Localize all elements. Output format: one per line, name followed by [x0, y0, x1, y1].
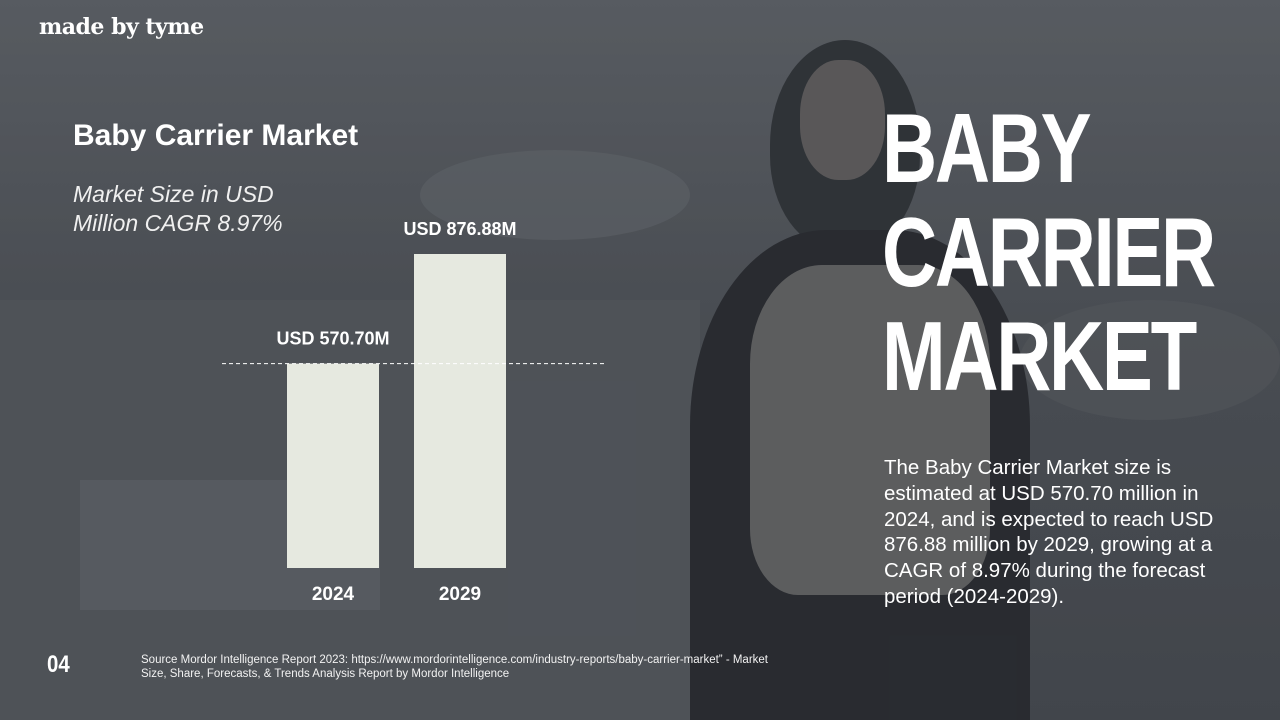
- x-tick-2029: 2029: [439, 584, 481, 605]
- market-description: The Baby Carrier Market size is estimate…: [884, 456, 1214, 608]
- x-tick-2024: 2024: [312, 584, 355, 605]
- headline-line-1: BABY: [882, 93, 1092, 203]
- data-label-2024: USD 570.70M: [276, 329, 389, 349]
- data-label-2029: USD 876.88M: [403, 219, 516, 239]
- source-citation: Source Mordor Intelligence Report 2023: …: [141, 654, 768, 680]
- headline-line-2: CARRIER: [882, 197, 1216, 307]
- headline-line-3: MARKET: [882, 301, 1197, 411]
- brand-logo: made by tyme: [39, 14, 204, 40]
- page-number: 04: [47, 651, 70, 678]
- chart-subtitle: Market Size in USD Million CAGR 8.97%: [73, 181, 283, 236]
- chart-title: Baby Carrier Market: [73, 119, 359, 152]
- bar-2029: [414, 254, 506, 568]
- headline: BABY CARRIER MARKET: [882, 93, 1216, 411]
- bar-2024: [287, 363, 379, 568]
